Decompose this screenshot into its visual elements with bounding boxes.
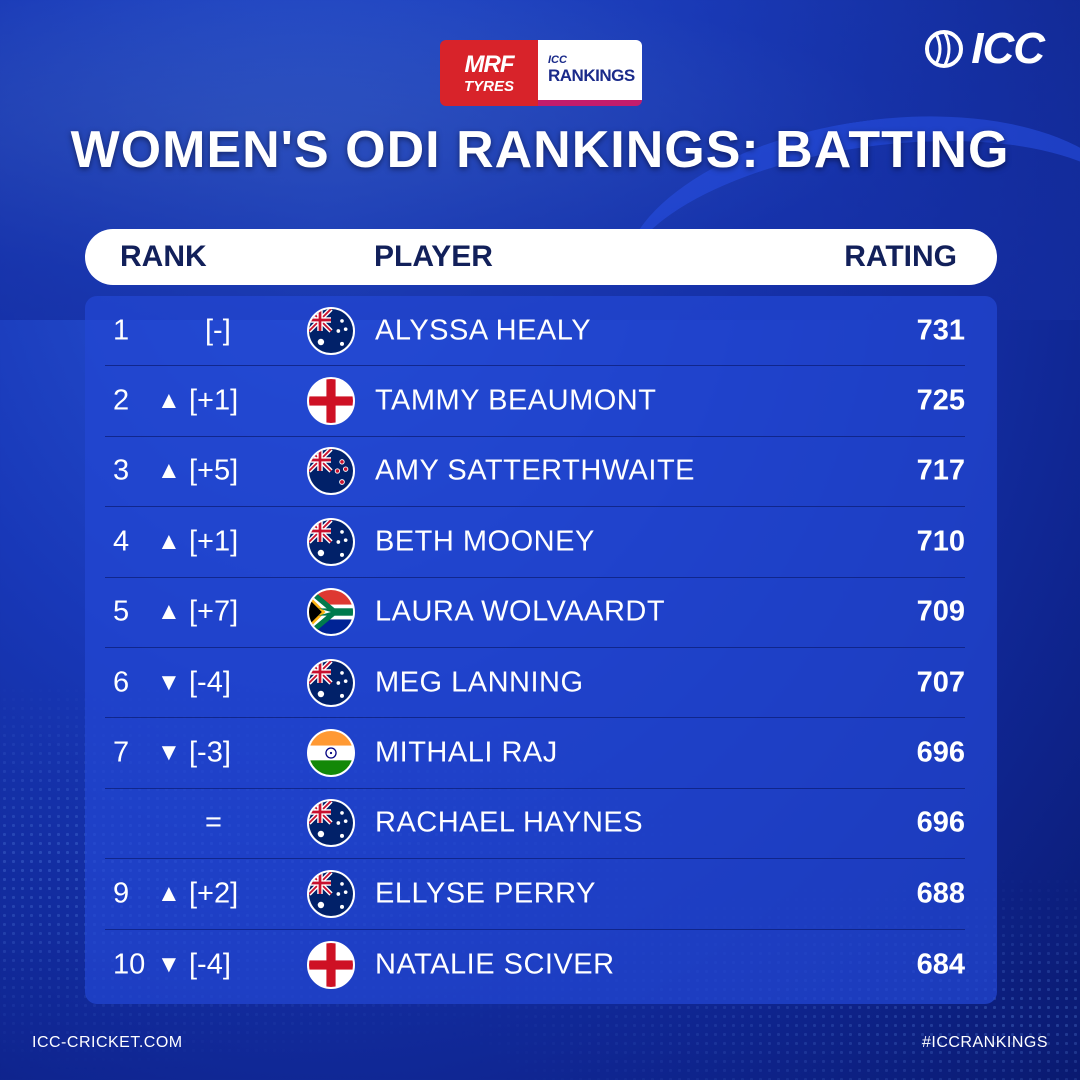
player-rating: 717 <box>916 454 965 487</box>
mrf-logo-text: MRF <box>464 50 515 78</box>
table-row: 10 ▼ [-4] NATALIE SCIVER 684 <box>105 930 965 1000</box>
rank-number: 5 <box>113 595 130 628</box>
australia-flag-icon <box>307 658 355 707</box>
rank-change: [+5] <box>189 454 239 487</box>
player-name: LAURA WOLVAARDT <box>375 595 666 628</box>
player-rating: 725 <box>916 384 965 417</box>
arrow-up-icon: ▲ <box>157 879 181 907</box>
player-rating: 731 <box>916 314 965 347</box>
table-header: RANK PLAYER RATING <box>85 229 997 285</box>
player-rating: 709 <box>916 595 965 628</box>
player-name: ELLYSE PERRY <box>375 877 596 910</box>
rank-change: [+2] <box>189 877 239 910</box>
arrow-up-icon: ▲ <box>157 527 181 555</box>
rank-number: 4 <box>113 525 130 558</box>
arrow-up-icon: ▲ <box>157 457 181 485</box>
rank-change: [+7] <box>189 595 239 628</box>
south-africa-flag-icon <box>307 588 355 637</box>
rank-change: [-3] <box>189 736 231 769</box>
player-name: MITHALI RAJ <box>375 736 558 769</box>
player-rating: 684 <box>916 948 965 981</box>
england-flag-icon <box>307 377 355 426</box>
tyres-logo-text: TYRES <box>463 77 514 95</box>
sponsor-logo: MRF TYRES ICC RANKINGS <box>440 40 642 106</box>
rank-number: 7 <box>113 736 130 769</box>
table-row: 3 ▲ [+5] AMY SATTERTHWAITE 717 <box>105 437 965 508</box>
rank-number: 3 <box>113 454 130 487</box>
table-row: 5 ▲ [+7] LAURA WOLVAARDT 709 <box>105 578 965 648</box>
rating-column-header: RATING <box>844 240 957 273</box>
rank-number: 6 <box>113 666 130 699</box>
arrow-up-icon: ▲ <box>157 387 181 415</box>
england-flag-icon <box>307 940 355 989</box>
rank-change: = <box>205 806 222 839</box>
player-name: MEG LANNING <box>375 666 584 699</box>
arrow-down-icon: ▼ <box>157 668 181 696</box>
rank-change: [+1] <box>189 525 239 558</box>
table-row: 2 ▲ [+1] TAMMY BEAUMONT 725 <box>105 366 965 437</box>
table-row: 4 ▲ [+1] BETH MOONEY 710 <box>105 507 965 578</box>
new-zealand-flag-icon <box>307 447 355 496</box>
player-rating: 707 <box>916 666 965 699</box>
australia-flag-icon <box>307 517 355 566</box>
icc-logo: ICC <box>923 24 1045 74</box>
mrf-tyres-logo: MRF TYRES <box>440 40 538 106</box>
player-name: NATALIE SCIVER <box>375 948 615 981</box>
player-name: BETH MOONEY <box>375 525 595 558</box>
rank-column-header: RANK <box>120 240 207 273</box>
player-name: RACHAEL HAYNES <box>375 806 644 839</box>
rank-change: [-4] <box>189 666 231 699</box>
player-rating: 696 <box>916 806 965 839</box>
player-name: TAMMY BEAUMONT <box>375 384 657 417</box>
hashtag: #ICCRANKINGS <box>921 1034 1048 1051</box>
rank-number: 2 <box>113 384 130 417</box>
player-rating: 710 <box>916 525 965 558</box>
table-row: 9 ▲ [+2] ELLYSE PERRY 688 <box>105 859 965 930</box>
australia-flag-icon <box>307 799 355 848</box>
player-rating: 696 <box>916 736 965 769</box>
page-title: WOMEN'S ODI RANKINGS: BATTING <box>70 121 1010 179</box>
player-name: AMY SATTERTHWAITE <box>375 454 696 487</box>
rank-change: [-] <box>205 314 231 347</box>
website-url: ICC-CRICKET.COM <box>32 1034 183 1051</box>
rank-change: [-4] <box>189 948 231 981</box>
player-rating: 688 <box>916 877 965 910</box>
table-row: 6 ▼ [-4] MEG LANNING 707 <box>105 648 965 719</box>
arrow-up-icon: ▲ <box>157 598 181 626</box>
arrow-down-icon: ▼ <box>157 739 181 767</box>
player-column-header: PLAYER <box>374 240 493 273</box>
rankings-text: RANKINGS <box>548 65 635 85</box>
table-row: 7 ▼ [-3] MITHALI RAJ 696 <box>105 718 965 789</box>
australia-flag-icon <box>307 869 355 918</box>
rankings-panel <box>85 296 997 1004</box>
rank-number: 9 <box>113 877 130 910</box>
rank-number: 1 <box>113 314 130 347</box>
icc-rankings-logo: ICC RANKINGS <box>538 40 642 106</box>
india-flag-icon <box>307 729 355 778</box>
icc-small-text: ICC <box>548 54 567 67</box>
rankings-table: 1 [-] ALYSSA HEALY 731 2 ▲ [+1] TAMMY BEAUMONT 7… <box>105 296 965 1000</box>
australia-flag-icon <box>307 306 355 355</box>
table-row: = RACHAEL HAYNES 696 <box>105 789 965 860</box>
player-name: ALYSSA HEALY <box>375 314 592 347</box>
rank-number: 10 <box>113 948 146 981</box>
icc-logo-text: ICC <box>971 24 1045 73</box>
cricket-ball-icon <box>925 30 964 68</box>
rank-change: [+1] <box>189 384 239 417</box>
arrow-down-icon: ▼ <box>157 950 181 978</box>
table-row: 1 [-] ALYSSA HEALY 731 <box>105 296 965 367</box>
